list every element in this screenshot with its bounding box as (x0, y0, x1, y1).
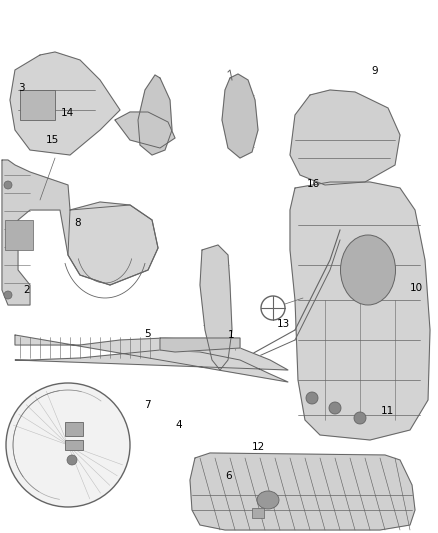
Circle shape (4, 181, 12, 189)
Circle shape (67, 455, 77, 465)
Polygon shape (222, 74, 258, 158)
Text: 1: 1 (228, 330, 234, 340)
Text: 12: 12 (252, 442, 265, 451)
Polygon shape (290, 182, 430, 440)
Polygon shape (160, 338, 240, 352)
Polygon shape (10, 52, 120, 155)
Polygon shape (115, 112, 175, 148)
Text: 8: 8 (74, 218, 81, 228)
Polygon shape (200, 245, 232, 370)
Text: 15: 15 (46, 135, 59, 144)
Polygon shape (290, 90, 400, 185)
Polygon shape (68, 202, 158, 285)
Circle shape (6, 383, 130, 507)
Polygon shape (15, 335, 288, 382)
Text: 3: 3 (18, 84, 25, 93)
FancyBboxPatch shape (5, 220, 33, 250)
FancyBboxPatch shape (65, 440, 83, 450)
Text: 10: 10 (410, 283, 423, 293)
Text: 13: 13 (277, 319, 290, 329)
FancyBboxPatch shape (65, 422, 83, 436)
Polygon shape (2, 160, 158, 305)
Ellipse shape (257, 491, 279, 509)
Ellipse shape (340, 235, 396, 305)
Circle shape (354, 412, 366, 424)
Polygon shape (190, 453, 415, 530)
Text: 6: 6 (226, 471, 232, 481)
Text: 5: 5 (145, 329, 151, 338)
Circle shape (329, 402, 341, 414)
FancyBboxPatch shape (252, 508, 264, 518)
Text: 16: 16 (307, 180, 320, 189)
Text: 4: 4 (175, 421, 182, 430)
Circle shape (4, 291, 12, 299)
Text: 14: 14 (60, 108, 74, 118)
Polygon shape (138, 75, 172, 155)
Text: 11: 11 (381, 407, 394, 416)
Text: 2: 2 (23, 285, 29, 295)
FancyBboxPatch shape (20, 90, 55, 120)
Circle shape (306, 392, 318, 404)
Text: 9: 9 (371, 66, 378, 76)
Text: 7: 7 (145, 400, 151, 410)
